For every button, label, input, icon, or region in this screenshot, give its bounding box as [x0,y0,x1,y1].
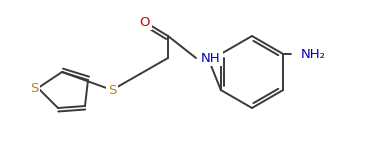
Text: NH₂: NH₂ [301,48,326,60]
Text: S: S [30,81,38,94]
Text: NH: NH [201,51,221,64]
Text: S: S [108,84,116,96]
Text: O: O [140,15,150,28]
